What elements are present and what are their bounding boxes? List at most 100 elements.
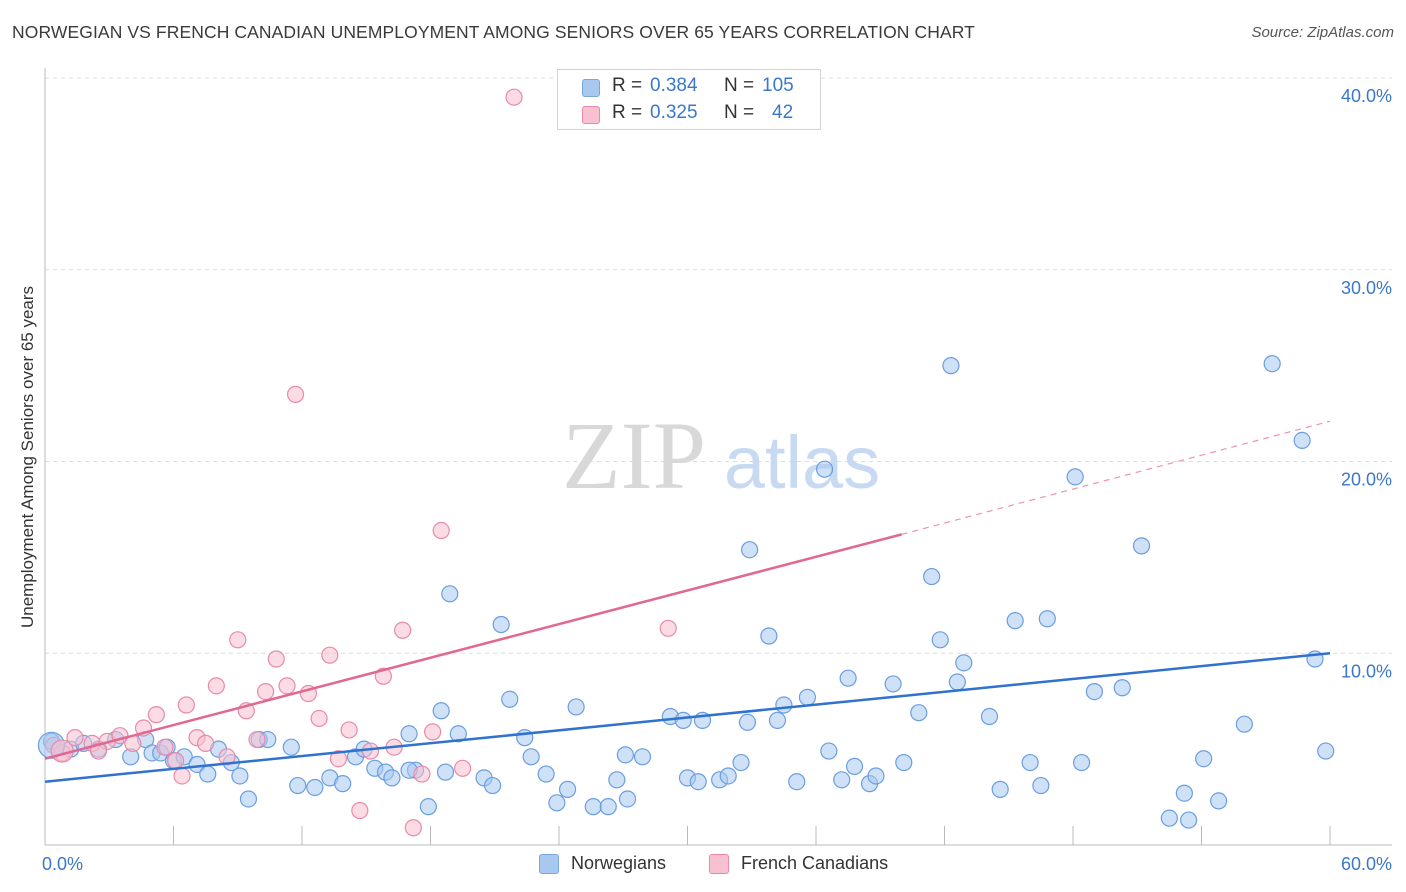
gridlines <box>45 77 1392 654</box>
data-point <box>1021 753 1039 772</box>
r-label: R = <box>612 102 643 123</box>
data-point <box>289 776 307 795</box>
data-point <box>432 702 450 720</box>
data-point <box>282 738 300 756</box>
data-point <box>501 690 519 708</box>
data-point <box>310 709 328 728</box>
data-point <box>768 711 787 729</box>
data-point <box>760 627 778 645</box>
data-point <box>833 771 851 789</box>
data-point <box>558 780 577 798</box>
data-point <box>351 801 369 820</box>
data-point <box>449 725 467 743</box>
data-point <box>845 757 864 775</box>
y-tick-label: 30.0% <box>1341 278 1392 298</box>
data-point <box>931 631 949 649</box>
data-point <box>537 765 555 783</box>
y-axis-label: Unemployment Among Seniors over 65 years <box>18 286 37 628</box>
data-point <box>719 767 737 785</box>
data-point <box>1317 742 1335 760</box>
y-tick-label: 10.0% <box>1341 661 1392 681</box>
data-point <box>991 780 1009 798</box>
r-label: R = <box>612 75 643 96</box>
data-point <box>229 631 247 649</box>
x-tick-label: 0.0% <box>42 854 83 874</box>
data-point <box>340 721 358 739</box>
data-point <box>732 753 750 772</box>
data-point <box>980 707 999 726</box>
data-point <box>231 767 249 785</box>
data-point <box>659 619 677 637</box>
data-point <box>1293 431 1311 450</box>
data-point <box>383 769 401 787</box>
y-tick-label: 20.0% <box>1341 470 1392 490</box>
french-canadians-swatch <box>582 106 600 124</box>
data-point <box>1032 776 1050 795</box>
data-point <box>1175 784 1193 802</box>
stats-box: R = 0.384 N = 105 R = 0.325 N = 42 <box>557 69 821 130</box>
data-point <box>404 819 422 837</box>
data-point <box>948 673 966 691</box>
data-point <box>689 773 707 791</box>
norwegians-swatch <box>582 79 600 97</box>
data-point <box>884 675 902 693</box>
data-point <box>492 615 510 634</box>
data-point <box>156 738 174 756</box>
data-point <box>1085 682 1104 701</box>
data-point <box>278 677 296 695</box>
data-point <box>895 753 913 772</box>
data-point <box>1160 809 1178 827</box>
data-point <box>775 696 793 714</box>
data-point <box>394 621 412 639</box>
data-point <box>788 773 806 791</box>
data-point <box>942 357 960 375</box>
data-point <box>1263 355 1281 373</box>
data-point <box>616 746 634 764</box>
data-point <box>1210 792 1228 810</box>
data-point <box>197 734 215 752</box>
data-point <box>432 521 450 540</box>
data-point <box>1006 612 1024 630</box>
data-point <box>1132 537 1151 555</box>
data-point <box>910 704 928 722</box>
data-point <box>306 778 324 797</box>
legend-label: Norwegians <box>571 853 667 873</box>
data-point <box>400 725 418 743</box>
axes <box>44 68 1392 846</box>
data-point <box>1180 811 1198 829</box>
data-point <box>173 767 191 785</box>
data-point <box>608 771 626 789</box>
data-point <box>1038 610 1056 628</box>
n-value: 105 <box>762 75 794 96</box>
data-point <box>177 696 195 714</box>
data-point <box>955 654 973 672</box>
chart-title: NORWEGIAN VS FRENCH CANADIAN UNEMPLOYMEN… <box>12 22 975 42</box>
x-tick-label: 60.0% <box>1341 854 1392 874</box>
data-point <box>454 759 472 777</box>
trend-line-extension <box>901 420 1331 535</box>
r-value: 0.384 <box>650 75 698 96</box>
data-point <box>798 688 817 706</box>
legend-label: French Canadians <box>741 853 889 873</box>
r-value: 0.325 <box>650 102 698 123</box>
data-point <box>484 776 502 795</box>
data-point <box>815 460 834 478</box>
n-value: 42 <box>772 102 794 123</box>
source-label: Source: ZipAtlas.com <box>1251 24 1394 41</box>
data-point <box>329 750 348 768</box>
watermark-zip: ZIP <box>562 402 706 509</box>
data-point <box>413 765 431 783</box>
data-point <box>923 567 941 586</box>
data-point <box>89 742 108 760</box>
data-point <box>738 713 757 731</box>
data-point <box>674 711 692 729</box>
data-point <box>321 646 339 664</box>
data-point <box>820 742 838 760</box>
data-point <box>239 790 258 808</box>
data-point <box>441 585 459 603</box>
data-point <box>1235 715 1253 733</box>
n-label: N = <box>724 102 755 123</box>
data-point <box>66 729 84 747</box>
data-point <box>207 677 225 695</box>
